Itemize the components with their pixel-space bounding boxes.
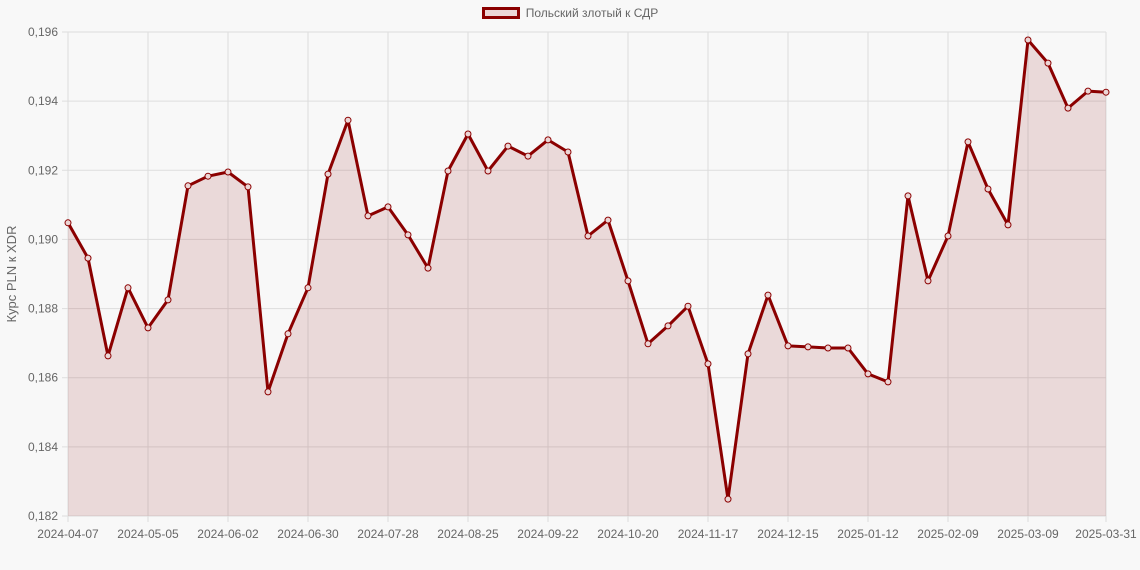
y-tick-label: 0,192 (28, 163, 58, 177)
data-point[interactable] (1102, 88, 1110, 96)
x-tick-label: 2024-06-30 (277, 527, 339, 541)
y-tick-label: 0,196 (28, 25, 58, 39)
data-point[interactable] (904, 192, 912, 200)
data-point[interactable] (104, 352, 112, 360)
x-axis-ticks: 2024-04-07 2024-05-05 2024-06-02 2024-06-30… (37, 527, 1137, 541)
data-point[interactable] (804, 343, 812, 351)
x-tick-label: 2025-03-09 (997, 527, 1059, 541)
data-point[interactable] (344, 116, 352, 124)
data-point[interactable] (524, 152, 532, 160)
data-point[interactable] (364, 212, 372, 220)
data-point[interactable] (424, 264, 432, 272)
data-point[interactable] (1084, 87, 1092, 95)
x-tick-label: 2024-10-20 (597, 527, 659, 541)
data-point[interactable] (224, 168, 232, 176)
data-point[interactable] (264, 388, 272, 396)
data-point[interactable] (1064, 104, 1072, 112)
data-point[interactable] (244, 183, 252, 191)
y-tick-label: 0,184 (28, 440, 58, 454)
data-point[interactable] (704, 360, 712, 368)
grid-lines (62, 31, 1107, 522)
data-point[interactable] (484, 167, 492, 175)
x-tick-label: 2024-11-17 (678, 527, 739, 541)
data-point[interactable] (504, 142, 512, 150)
data-point[interactable] (584, 232, 592, 240)
data-point[interactable] (124, 284, 132, 292)
data-point[interactable] (204, 172, 212, 180)
legend[interactable]: Польский злотый к СДР (0, 6, 1140, 20)
data-point[interactable] (544, 136, 552, 144)
data-point[interactable] (1004, 221, 1012, 229)
data-point[interactable] (644, 340, 652, 348)
data-point[interactable] (664, 322, 672, 330)
legend-label[interactable]: Польский злотый к СДР (525, 6, 659, 20)
x-tick-label: 2025-02-09 (917, 527, 979, 541)
data-point[interactable] (624, 277, 632, 285)
data-point[interactable] (464, 130, 472, 138)
y-tick-label: 0,182 (28, 509, 58, 523)
data-point[interactable] (144, 324, 152, 332)
y-tick-label: 0,190 (28, 232, 58, 246)
data-point[interactable] (984, 185, 992, 193)
data-point[interactable] (884, 378, 892, 386)
x-tick-label: 2024-07-28 (357, 527, 419, 541)
data-points[interactable] (64, 36, 1110, 503)
data-point[interactable] (844, 344, 852, 352)
data-point[interactable] (924, 277, 932, 285)
data-point[interactable] (384, 203, 392, 211)
data-point[interactable] (944, 232, 952, 240)
data-point[interactable] (824, 344, 832, 352)
data-point[interactable] (84, 254, 92, 262)
data-point[interactable] (764, 291, 772, 299)
data-point[interactable] (964, 138, 972, 146)
data-point[interactable] (564, 148, 572, 156)
data-point[interactable] (604, 216, 612, 224)
y-axis-ticks: 0,196 0,194 0,192 0,190 0,188 0,186 0,184 0,182 (28, 25, 58, 523)
data-point[interactable] (164, 296, 172, 304)
data-point[interactable] (304, 284, 312, 292)
x-tick-label: 2024-05-05 (117, 527, 179, 541)
y-axis-label: Курс PLN к XDR (4, 226, 19, 323)
y-tick-label: 0,194 (28, 94, 58, 108)
data-point[interactable] (444, 167, 452, 175)
x-tick-label: 2025-01-12 (837, 527, 899, 541)
data-point[interactable] (744, 350, 752, 358)
data-point[interactable] (724, 495, 732, 503)
data-point[interactable] (404, 231, 412, 239)
data-point[interactable] (184, 182, 192, 190)
data-point[interactable] (784, 342, 792, 350)
data-point[interactable] (864, 370, 872, 378)
x-tick-label: 2024-06-02 (197, 527, 259, 541)
data-point[interactable] (1044, 59, 1052, 67)
x-tick-label: 2024-12-15 (757, 527, 819, 541)
x-tick-label: 2024-09-22 (517, 527, 579, 541)
x-tick-label: 2025-03-31 (1075, 527, 1137, 541)
data-point[interactable] (684, 302, 692, 310)
data-point[interactable] (1024, 36, 1032, 44)
data-point[interactable] (284, 330, 292, 338)
series-area-fill (68, 40, 1106, 516)
y-tick-label: 0,186 (28, 371, 58, 385)
x-tick-label: 2024-04-07 (37, 527, 99, 541)
y-tick-label: 0,188 (28, 302, 58, 316)
data-point[interactable] (64, 219, 72, 227)
data-point[interactable] (324, 170, 332, 178)
x-tick-label: 2024-08-25 (437, 527, 499, 541)
legend-swatch-icon[interactable] (481, 7, 520, 19)
